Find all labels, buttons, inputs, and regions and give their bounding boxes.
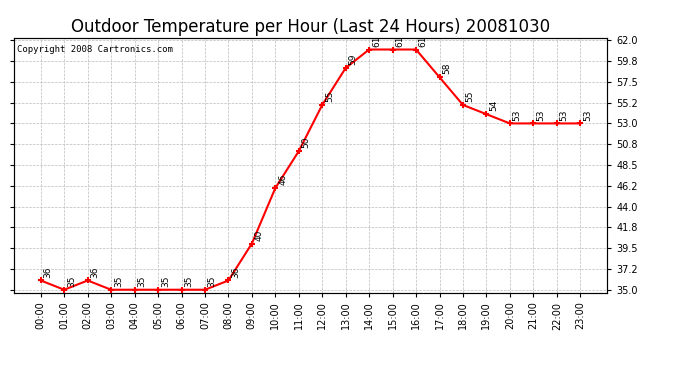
Text: 35: 35: [208, 276, 217, 287]
Text: 36: 36: [90, 266, 99, 278]
Title: Outdoor Temperature per Hour (Last 24 Hours) 20081030: Outdoor Temperature per Hour (Last 24 Ho…: [71, 18, 550, 36]
Text: 35: 35: [67, 276, 76, 287]
Text: 53: 53: [536, 109, 545, 121]
Text: 55: 55: [325, 91, 334, 102]
Text: 59: 59: [348, 54, 357, 65]
Text: 36: 36: [231, 266, 240, 278]
Text: 35: 35: [161, 276, 170, 287]
Text: 61: 61: [395, 35, 404, 47]
Text: 50: 50: [302, 137, 310, 148]
Text: 58: 58: [442, 63, 451, 75]
Text: 46: 46: [278, 174, 287, 185]
Text: 35: 35: [114, 276, 123, 287]
Text: 61: 61: [372, 35, 381, 47]
Text: 53: 53: [513, 109, 522, 121]
Text: 53: 53: [560, 109, 569, 121]
Text: 36: 36: [43, 266, 52, 278]
Text: 55: 55: [466, 91, 475, 102]
Text: 35: 35: [137, 276, 146, 287]
Text: 54: 54: [489, 100, 498, 111]
Text: 61: 61: [419, 35, 428, 47]
Text: 35: 35: [184, 276, 193, 287]
Text: 40: 40: [255, 230, 264, 241]
Text: 53: 53: [583, 109, 592, 121]
Text: Copyright 2008 Cartronics.com: Copyright 2008 Cartronics.com: [17, 45, 172, 54]
